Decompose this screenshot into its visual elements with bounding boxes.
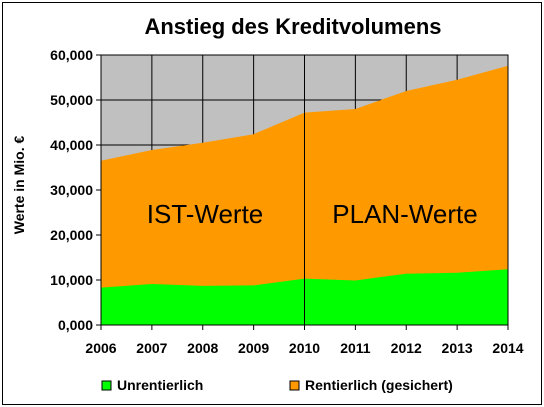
plot-area: [100, 54, 509, 326]
x-tick-label: 2014: [492, 340, 523, 356]
x-tick-label: 2009: [238, 340, 269, 356]
legend-swatch-unrentierlich: [101, 380, 112, 391]
chart-title: Anstieg des Kreditvolumens: [144, 14, 441, 39]
y-tick-label: 30,000: [50, 182, 93, 198]
x-tick-label: 2008: [187, 340, 218, 356]
y-axis-label: Werte in Mio. €: [11, 136, 27, 235]
y-axis: 0,000 10,000 20,000 30,000 40,000 50,000 60,00…: [50, 47, 101, 333]
annotation-plan: PLAN-Werte: [332, 199, 477, 229]
legend-swatch-rentierlich: [289, 380, 300, 391]
x-tick-label: 2010: [289, 340, 320, 356]
y-tick-label: 60,000: [50, 47, 93, 63]
x-tick-label: 2012: [391, 340, 422, 356]
y-tick-label: 10,000: [50, 272, 93, 288]
y-tick-label: 40,000: [50, 137, 93, 153]
x-tick-label: 2006: [85, 340, 116, 356]
x-tick-label: 2011: [340, 340, 371, 356]
y-tick-label: 20,000: [50, 227, 93, 243]
y-tick-label: 0,000: [58, 317, 93, 333]
legend-label-unrentierlich: Unrentierlich: [117, 377, 203, 393]
x-tick-label: 2013: [442, 340, 473, 356]
x-tick-label: 2007: [136, 340, 167, 356]
annotation-ist: IST-Werte: [147, 199, 264, 229]
x-axis: 2006 2007 2008 2009 2010 2011 2012 2013 2014: [85, 325, 524, 356]
legend-label-rentierlich: Rentierlich (gesichert): [305, 377, 453, 393]
legend: Unrentierlich Rentierlich (gesichert): [101, 377, 453, 393]
y-tick-label: 50,000: [50, 92, 93, 108]
